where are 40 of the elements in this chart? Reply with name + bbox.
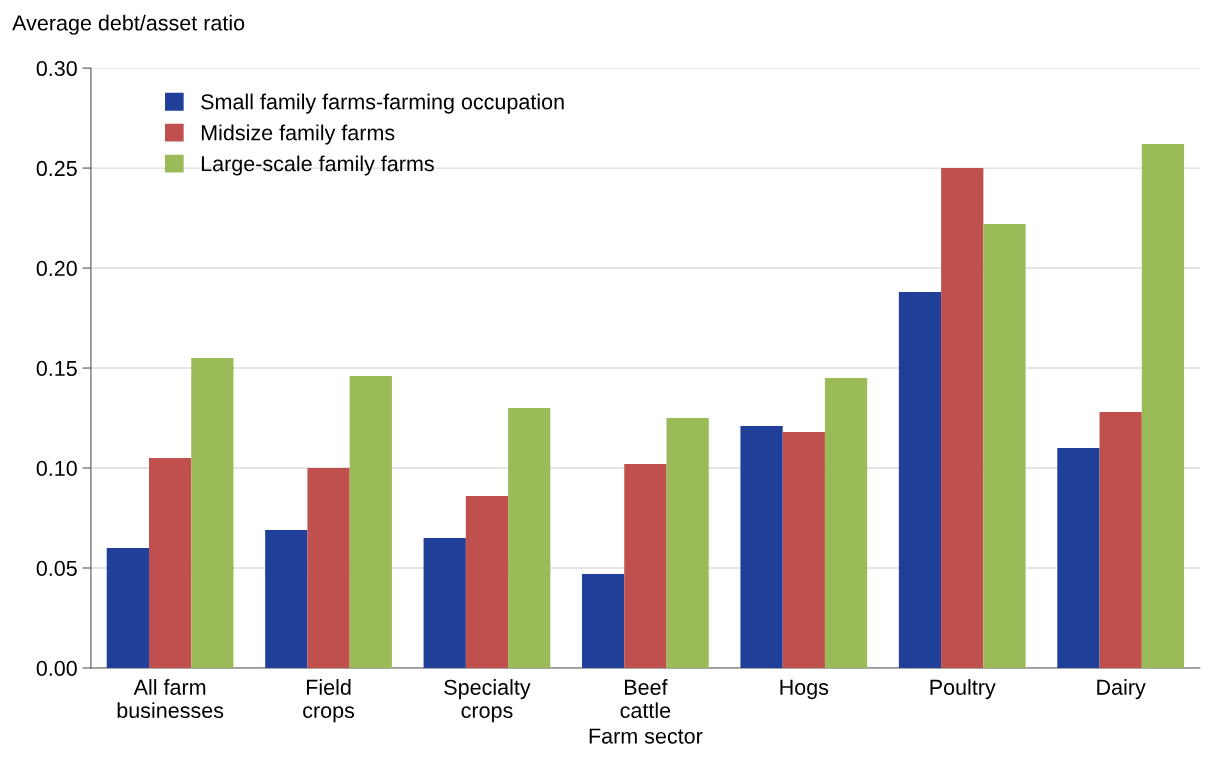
bar — [983, 224, 1026, 668]
y-tick-label: 0.10 — [36, 460, 77, 477]
y-tick-label: 0.05 — [36, 560, 77, 576]
x-tick-label: Hogs — [780, 679, 829, 700]
x-tick-label: Field crops — [303, 679, 355, 723]
bar — [465, 496, 509, 668]
y-tick-label: 0.15 — [36, 360, 77, 377]
x-tick-label: Specialty crops — [444, 679, 531, 723]
x-tick-label: Poultry — [930, 679, 996, 700]
bar — [307, 468, 350, 668]
bar — [349, 376, 392, 668]
bar — [1141, 144, 1185, 668]
bar — [898, 292, 942, 668]
bar — [265, 530, 308, 668]
y-tick-label: 0.25 — [36, 160, 77, 177]
legend-label: Midsize family farms — [201, 124, 395, 145]
y-tick-label: 0.20 — [36, 260, 77, 277]
bar — [582, 573, 625, 668]
bar — [191, 358, 234, 668]
bar — [624, 464, 667, 668]
bar — [508, 408, 551, 668]
legend-label: Small family farms-farming occupation — [201, 93, 564, 114]
bar — [106, 547, 149, 668]
bar — [1057, 448, 1100, 668]
bar — [941, 168, 984, 668]
bar — [148, 458, 192, 668]
x-axis-title: Farm sector — [589, 728, 703, 744]
y-axis-title: Average debt/asset ratio — [12, 14, 245, 35]
bar — [666, 418, 709, 668]
bar — [782, 432, 825, 668]
x-tick-label: All farm businesses — [117, 679, 224, 719]
y-tick-label: 0.00 — [36, 660, 77, 676]
y-tick-label: 0.30 — [36, 60, 77, 77]
bar — [1099, 412, 1142, 668]
x-tick-label: Beef cattle — [620, 679, 671, 719]
bar — [740, 426, 783, 668]
bar — [824, 378, 868, 668]
x-tick-label: Dairy — [1097, 679, 1146, 700]
legend-label: Large-scale family farms — [201, 155, 434, 176]
bar — [423, 537, 466, 668]
